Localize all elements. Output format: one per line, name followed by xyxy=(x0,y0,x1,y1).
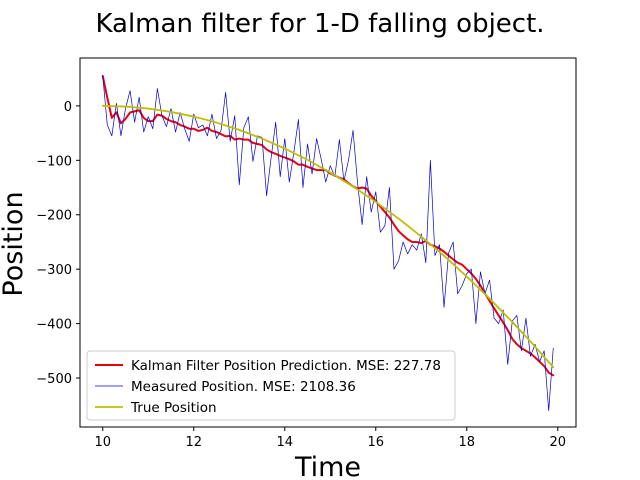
chart-title: Kalman filter for 1-D falling object. xyxy=(95,9,544,39)
y-axis-label: Position xyxy=(0,191,29,296)
legend: Kalman Filter Position Prediction. MSE: … xyxy=(86,350,456,421)
y-tick-label: −400 xyxy=(36,318,72,333)
y-tick-label: 0 xyxy=(64,100,72,115)
y-tick-label: −100 xyxy=(36,154,72,169)
legend-box xyxy=(86,350,456,421)
series-line-2 xyxy=(102,75,554,412)
legend-label-1: Kalman Filter Position Prediction. MSE: … xyxy=(131,358,441,374)
legend-label-3: True Position xyxy=(130,400,217,416)
x-axis: 10 12 14 16 18 20 xyxy=(94,427,566,450)
plot-frame xyxy=(79,57,577,428)
legend-label-2: Measured Position. MSE: 2108.36 xyxy=(131,379,356,395)
x-tick-label: 20 xyxy=(550,435,567,450)
x-tick-label: 16 xyxy=(368,435,385,450)
y-tick-label: −300 xyxy=(36,263,72,278)
x-tick-label: 12 xyxy=(185,435,202,450)
x-tick-label: 18 xyxy=(459,435,476,450)
y-axis: 0 −100 −200 −300 −400 −500 xyxy=(36,100,80,387)
y-tick-label: −200 xyxy=(36,209,72,224)
x-tick-label: 14 xyxy=(276,435,293,450)
x-tick-label: 10 xyxy=(94,435,111,450)
x-axis-label: Time xyxy=(294,452,361,480)
series-line-3 xyxy=(101,104,555,369)
y-tick-label: −500 xyxy=(36,372,72,387)
